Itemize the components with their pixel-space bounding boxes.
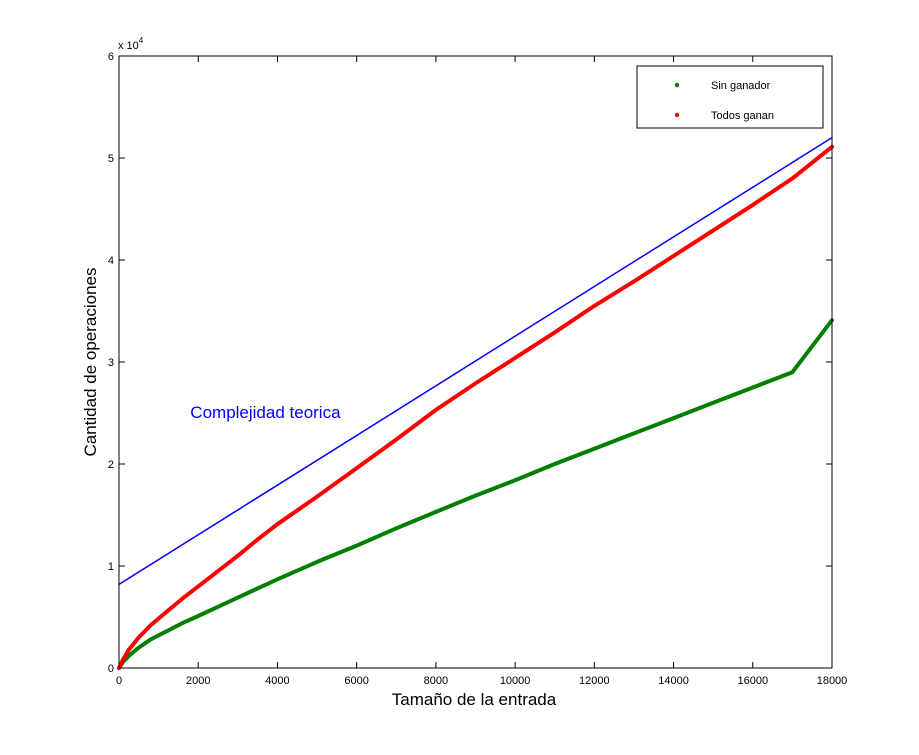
plot-area [119,56,832,668]
y-tick-label: 0 [108,663,114,675]
y-tick-label: 4 [108,255,114,267]
y-tick-label: 6 [108,51,114,63]
annotation-layer: Complejidad teorica [190,403,341,422]
y-exponent-label: x 104 [118,36,144,52]
y-tick-label: 5 [108,153,114,165]
y-tick-label: 3 [108,357,114,369]
y-exponent-base: x 10 [118,40,139,52]
x-tick-label: 18000 [817,675,848,687]
axes-frame [118,55,833,669]
x-tick-label: 0 [116,675,122,687]
legend-label-todos-ganan: Todos ganan [711,110,774,122]
series-layer [117,136,834,670]
legend-marker-sin-ganador [674,82,680,88]
legend-label-sin-ganador: Sin ganador [711,80,771,92]
series-line-sin-ganador [117,318,834,670]
series-line-teorica [118,136,833,586]
axis-ticks: 0 2000 4000 6000 8000 10000 12000 14000 16000 180… [108,51,847,687]
y-axis-label: Cantidad de operaciones [81,267,100,456]
x-tick-label: 6000 [344,675,368,687]
y-tick-label: 1 [108,561,114,573]
series-line-todos-ganan [117,144,834,670]
axes-box [118,55,833,669]
x-tick-label: 8000 [424,675,448,687]
x-tick-label: 12000 [579,675,610,687]
x-tick-label: 16000 [737,675,768,687]
x-tick-label: 4000 [265,675,289,687]
y-exponent-power: 4 [139,36,144,45]
plot-background [119,56,832,668]
y-tick-label: 2 [108,459,114,471]
legend-box [636,65,824,129]
legend: Sin ganador Todos ganan [636,65,824,129]
x-axis-label: Tamaño de la entrada [392,690,557,709]
complejidad-teorica-annotation: Complejidad teorica [190,403,341,422]
legend-marker-todos-ganan [674,112,680,118]
x-tick-label: 10000 [500,675,531,687]
axis-labels: Tamaño de la entrada Cantidad de operaci… [81,36,557,709]
x-tick-label: 2000 [186,675,210,687]
x-tick-label: 14000 [658,675,689,687]
